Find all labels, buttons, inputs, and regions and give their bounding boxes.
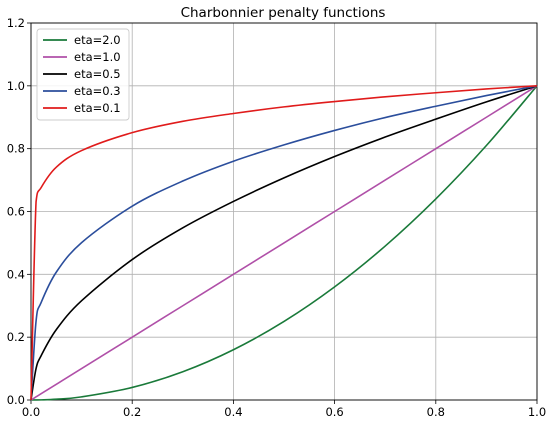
series-line-eta-0-3 xyxy=(30,85,538,401)
series-line-eta-1-0 xyxy=(30,85,538,401)
legend-label: eta=0.5 xyxy=(74,67,121,81)
y-tick-label: 0.4 xyxy=(7,267,25,281)
legend-label: eta=0.3 xyxy=(74,84,121,98)
x-tick-label: 0.8 xyxy=(427,405,445,419)
series-lines xyxy=(30,85,538,401)
legend-label: eta=1.0 xyxy=(74,50,121,64)
legend-label: eta=2.0 xyxy=(74,33,121,47)
x-tick-label: 0.2 xyxy=(123,405,141,419)
series-line-eta-2-0 xyxy=(30,85,538,401)
series-line-eta-0-1 xyxy=(30,85,538,401)
chart-title: Charbonnier penalty functions xyxy=(181,5,386,21)
y-tick-label: 0.2 xyxy=(7,330,25,344)
legend-box xyxy=(36,28,130,121)
series-line-eta-0-5 xyxy=(30,85,538,401)
x-tick-label: 0.0 xyxy=(22,405,40,419)
x-tick-label: 0.6 xyxy=(325,405,343,419)
x-tick-label: 1.0 xyxy=(528,405,546,419)
y-tick-label: 1.0 xyxy=(7,79,25,93)
legend-label: eta=0.1 xyxy=(74,101,121,115)
axes: 0.0 0.2 0.4 0.6 0.8 1.0 0.0 0.2 0.4 0.6 0.8 1.0 1.2 xyxy=(7,16,546,419)
y-tick-label: 0.0 xyxy=(7,393,25,407)
x-tick-label: 0.4 xyxy=(224,405,242,419)
legend: eta=2.0 eta=1.0 eta=0.5 eta=0.3 eta=0.1 xyxy=(36,28,130,121)
y-tick-label: 0.8 xyxy=(7,142,25,156)
plot-frame xyxy=(30,22,538,401)
y-tick-label: 1.2 xyxy=(7,16,25,30)
y-tick-label: 0.6 xyxy=(7,205,25,219)
